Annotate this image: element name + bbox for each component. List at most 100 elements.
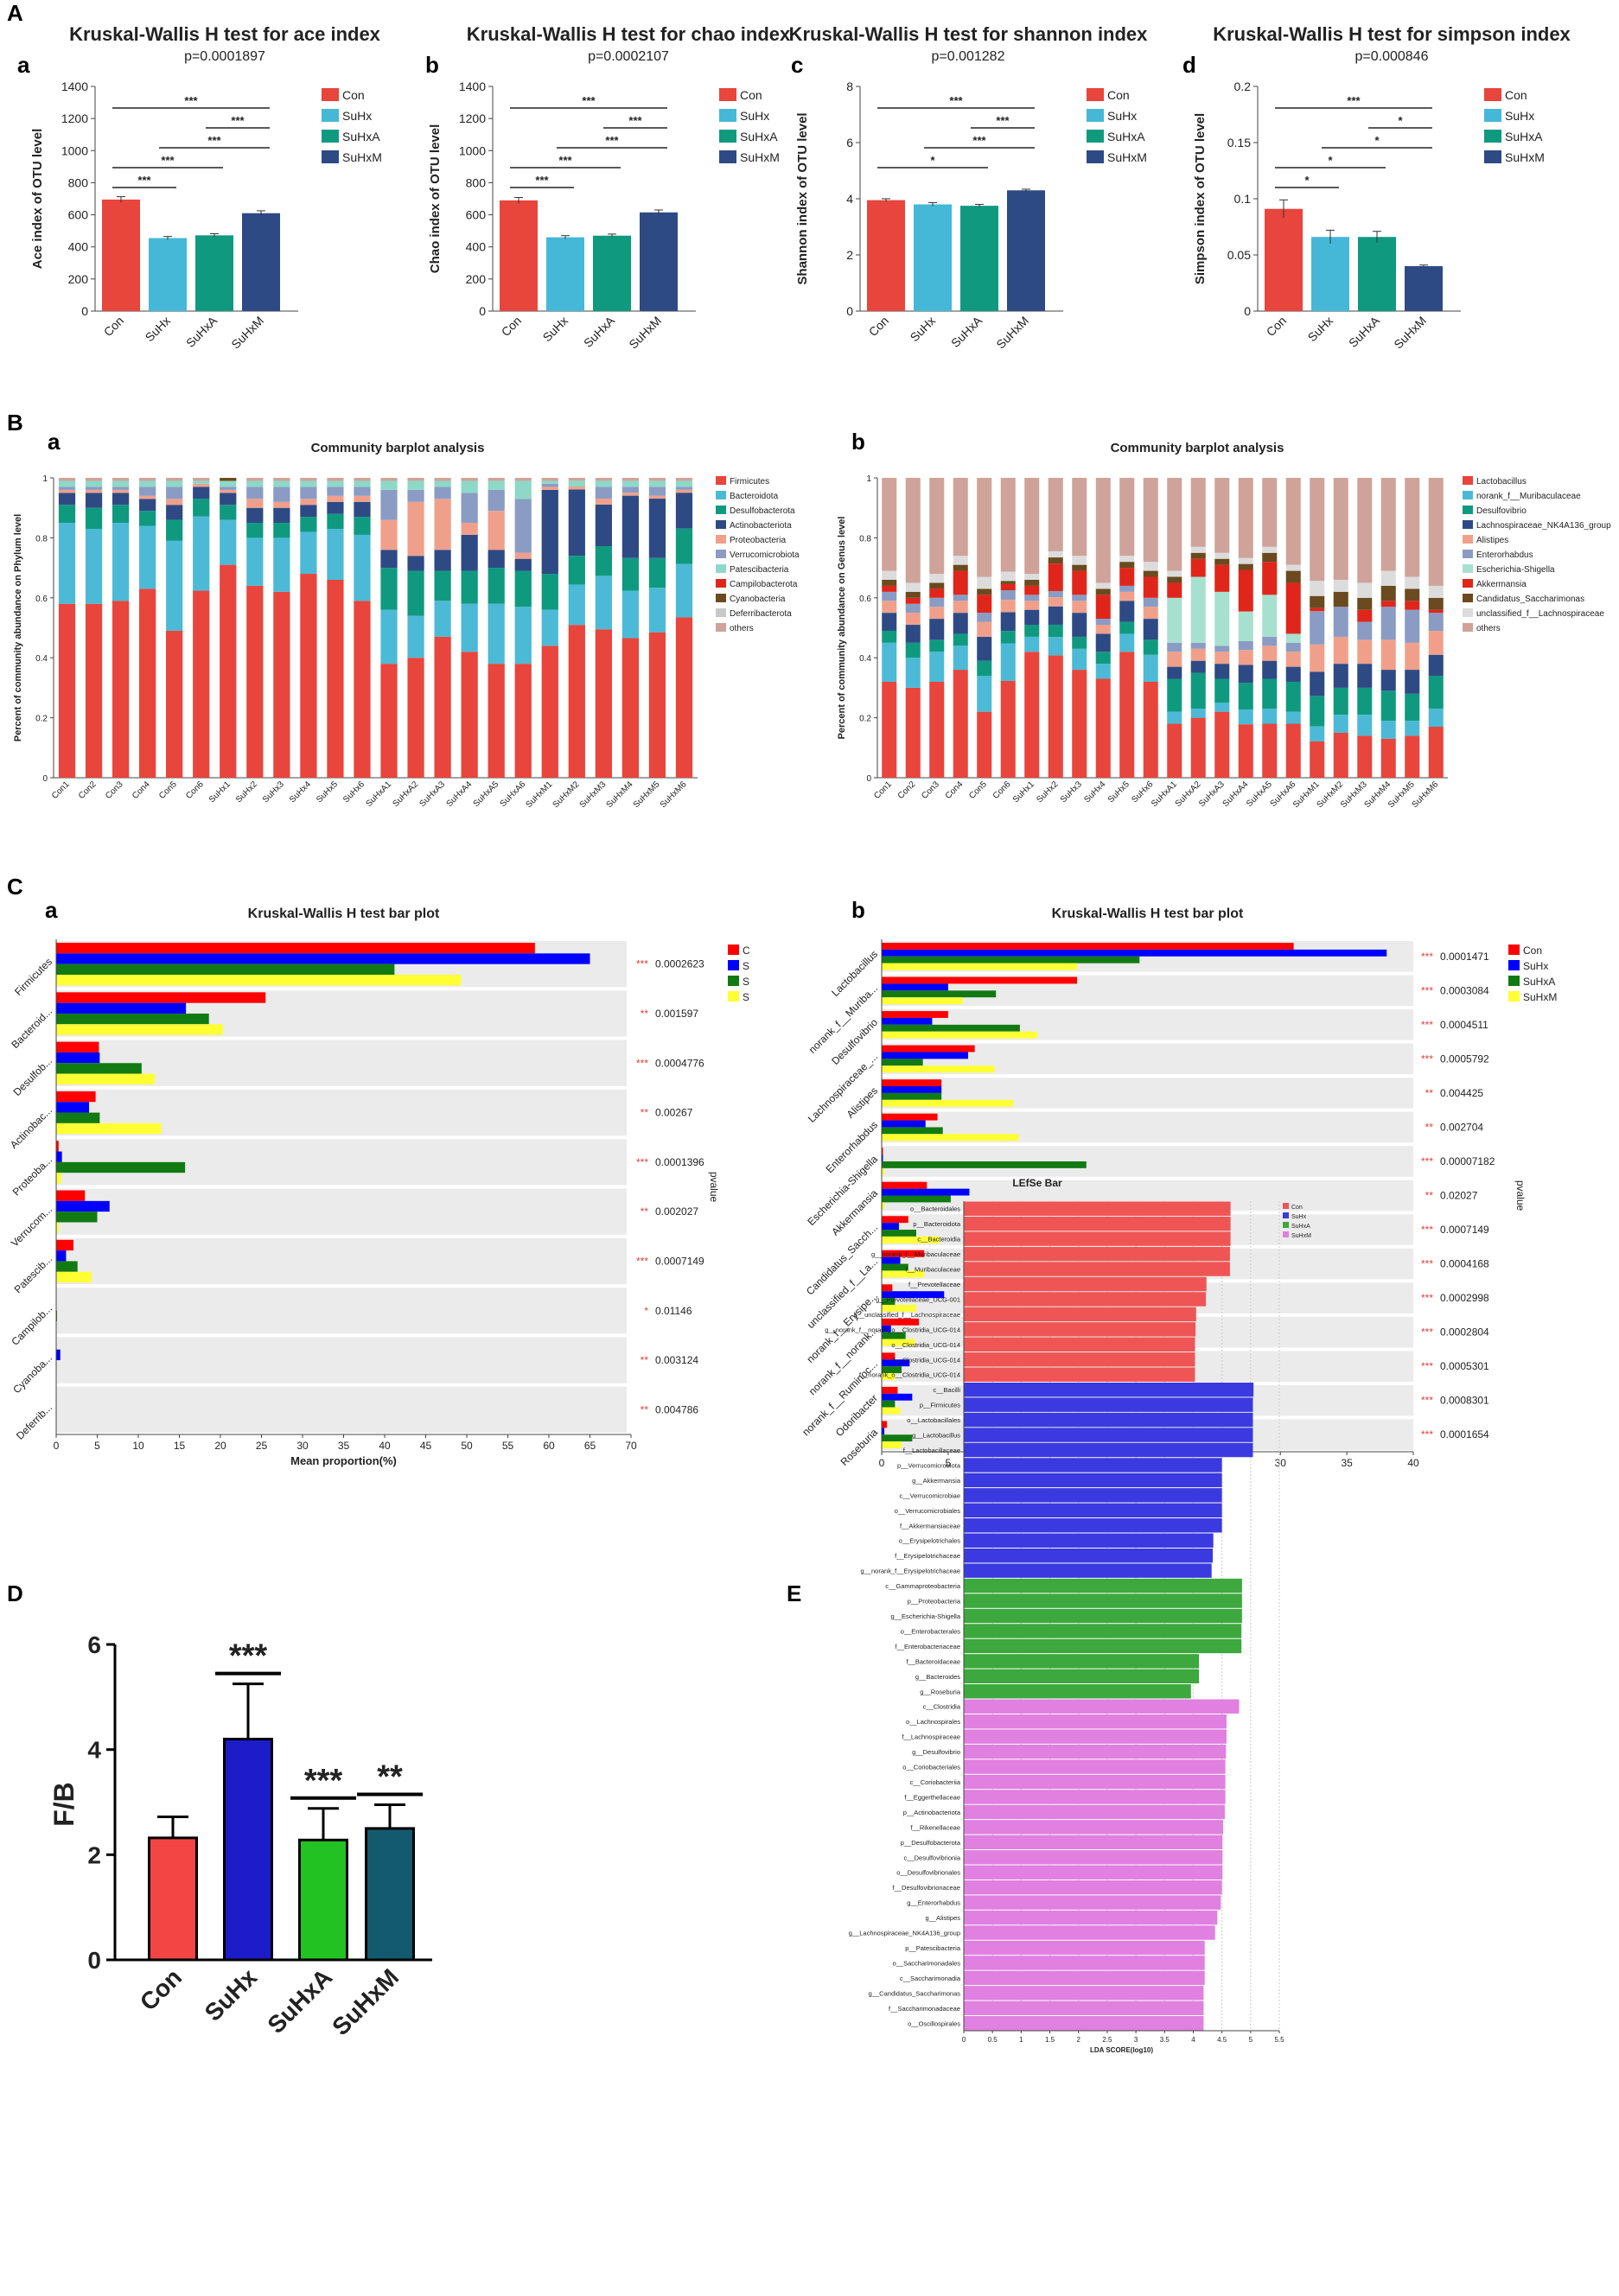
stack-segment-desulfobacterota <box>354 517 371 535</box>
x-tick-label: Con4 <box>131 779 152 801</box>
stack-segment-unclassified_f__lachnospiraceae <box>1119 556 1135 563</box>
stack-segment-candidatus_saccharimonas <box>1333 591 1348 607</box>
panel-label-Aa: a <box>17 52 30 78</box>
lefse-bar <box>964 1970 1205 1986</box>
stack-segment-lachnospiraceae_nk4a136_group <box>1072 613 1087 637</box>
legend-label: Akkermansia <box>1476 580 1527 589</box>
stack-segment-firmicutes <box>85 603 103 778</box>
stack-segment-enterorhabdus <box>1190 642 1206 649</box>
stack-segment-desulfobacterota <box>112 505 130 524</box>
stack-segment-lactobacillus <box>929 681 945 778</box>
bar-suhxm <box>882 1202 885 1210</box>
stack-segment-lactobacillus <box>882 681 897 778</box>
p-value: 0.0002804 <box>1440 1326 1489 1339</box>
significance-stars: *** <box>949 94 963 107</box>
legend-label: SuHxM <box>1107 150 1147 164</box>
stack-segment-verrucomicrobiota <box>354 487 371 496</box>
stack-segment-bacteroidota <box>327 528 344 580</box>
stack-segment-escherichia-shigella <box>1214 591 1230 646</box>
stack-segment-proteobacteria <box>354 495 371 502</box>
stack-segment-lachnospiraceae_nk4a136_group <box>977 636 992 661</box>
taxon-label: o__Verrucomicrobiales <box>895 1507 961 1515</box>
x-tick-label: SuHxA6 <box>499 779 528 809</box>
lefse-bar <box>964 1624 1242 1638</box>
bar-suhxm <box>56 1073 155 1084</box>
stack-segment-akkermansia <box>1167 582 1182 598</box>
lefse-bar <box>964 1292 1207 1307</box>
stack-segment-others <box>1310 478 1325 582</box>
legend-swatch <box>719 109 736 122</box>
stack-segment-patescibacteria <box>675 480 693 487</box>
row-background <box>56 1237 627 1285</box>
legend-label: SuHx <box>1107 109 1137 123</box>
legend-label: Con <box>740 88 762 102</box>
bar-con <box>882 1113 938 1121</box>
stack-segment-others <box>1000 478 1016 572</box>
stack-segment-norank_f__muribaculaceae <box>1024 636 1040 652</box>
stack-segment-desulfovibrio <box>882 630 897 643</box>
legend-label: Alistipes <box>1476 536 1508 545</box>
stack-segment-bacteroidota <box>193 516 210 591</box>
x-tick-label: SuHx <box>1305 314 1336 345</box>
p-value: 0.0004776 <box>655 1057 704 1069</box>
p-value-axis-label: pvalue <box>1514 1180 1527 1212</box>
stack-segment-others <box>882 478 897 571</box>
stack-segment-norank_f__muribaculaceae <box>1072 648 1087 671</box>
bar-suhxa <box>882 990 997 998</box>
stack-segment-lachnospiraceae_nk4a136_group <box>1357 664 1373 688</box>
legend-label: SuHxM <box>1291 1233 1311 1239</box>
stack-segment-desulfovibrio <box>1048 624 1063 638</box>
stack-segment-alistipes <box>1095 625 1111 634</box>
legend-label: C <box>743 944 750 957</box>
bar-suhxm <box>882 1134 1019 1142</box>
y-tick-label: 2 <box>846 248 853 262</box>
taxon-label: p__Proteobacteria <box>908 1598 961 1606</box>
stack-segment-desulfovibrio <box>929 639 945 652</box>
legend-swatch <box>1463 579 1473 588</box>
stack-segment-actinobacteriota <box>675 493 693 529</box>
stack-segment-others <box>1095 478 1111 583</box>
category-label: Campilob... <box>9 1302 54 1348</box>
taxon-label: o__Erysipelotrichales <box>899 1537 961 1545</box>
legend-label: S <box>743 976 749 988</box>
lefse-bar <box>964 1804 1225 1820</box>
significance-stars: *** <box>1421 1395 1433 1407</box>
bar-suhx <box>56 1002 187 1014</box>
y-tick-label: 1200 <box>459 111 486 125</box>
stack-segment-patescibacteria <box>380 480 398 490</box>
significance-stars: *** <box>1421 1019 1433 1031</box>
legend-label: Enterorhabdus <box>1476 550 1533 560</box>
p-value: 0.0001471 <box>1440 951 1489 963</box>
phylum-kruskal-bar-plot: Kruskal-Wallis H test bar plot Firmicutes… <box>8 906 750 1467</box>
stack-segment-alistipes <box>1310 644 1325 672</box>
stack-segment-firmicutes <box>434 636 451 778</box>
y-tick-label: 6 <box>846 136 853 149</box>
x-tick-label: SuHxA <box>948 313 985 350</box>
p-value: 0.0004168 <box>1440 1258 1489 1270</box>
bar-con <box>882 1250 925 1257</box>
lefse-bar <box>964 1638 1242 1654</box>
stack-segment-bacteroidota <box>246 537 264 586</box>
x-tick-label: Con <box>1264 314 1289 339</box>
bar-suhxm <box>882 1065 995 1073</box>
legend-label: Con <box>342 88 365 102</box>
stack-segment-actinobacteriota <box>85 493 103 508</box>
stack-segment-lactobacillus <box>1072 670 1087 778</box>
stack-segment-alistipes <box>1333 636 1348 665</box>
p-value: 0.002704 <box>1440 1121 1483 1133</box>
panel-label-Ba: a <box>48 429 61 455</box>
taxon-label: p__Firmicutes <box>920 1402 960 1409</box>
stack-segment-actinobacteriota <box>300 505 317 518</box>
legend-label: Actinobacteriota <box>730 521 792 531</box>
category-label: Desulfob... <box>11 1054 54 1097</box>
stack-segment-patescibacteria <box>85 480 103 487</box>
stack-segment-others <box>514 478 532 481</box>
bar-con <box>500 200 538 311</box>
stack-segment-alistipes <box>882 601 897 614</box>
x-tick-label: 60 <box>543 1440 555 1452</box>
stack-segment-patescibacteria <box>220 480 237 487</box>
stack-segment-others <box>1428 478 1444 586</box>
x-tick-label: SuHxA5 <box>472 779 501 809</box>
taxon-label: g__Alistipes <box>926 1914 961 1922</box>
